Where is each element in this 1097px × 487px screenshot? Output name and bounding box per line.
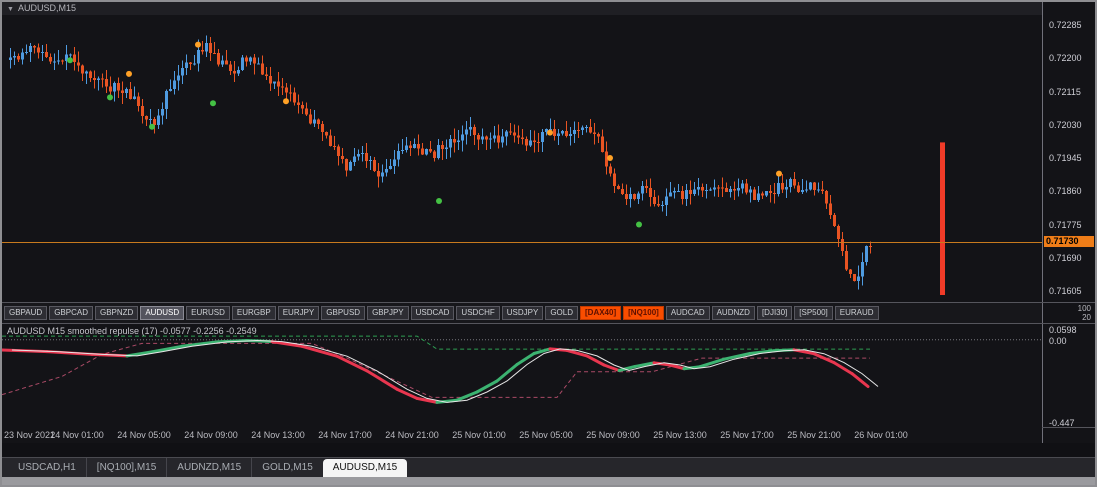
- time-axis-label: 25 Nov 09:00: [586, 430, 640, 440]
- chart-collapse-icon[interactable]: ▼: [7, 6, 14, 13]
- time-axis-label: 25 Nov 01:00: [452, 430, 506, 440]
- indicator-window: AUDUSD M15 smoothed repulse (17) -0.0577…: [2, 323, 1095, 428]
- indicator-title: AUDUSD M15 smoothed repulse (17) -0.0577…: [7, 326, 257, 336]
- chart-tab--nq100-m15[interactable]: [NQ100],M15: [85, 458, 166, 477]
- time-axis[interactable]: 23 Nov 2021 24 Nov 01:00 24 Nov 05:00 24 No…: [2, 427, 1095, 443]
- chart-content: ▼ AUDUSD,M15: [2, 2, 1042, 302]
- time-axis-label: 24 Nov 13:00: [251, 430, 305, 440]
- price-axis-label: 0.72285: [1049, 20, 1082, 30]
- scale-label-top: 100: [1077, 304, 1091, 313]
- indicator-axis[interactable]: 0.0598 0.00 -0.447: [1042, 324, 1095, 428]
- time-axis-label: 24 Nov 09:00: [184, 430, 238, 440]
- candlestick-canvas: [9, 35, 945, 295]
- symbol-button-gbpaud[interactable]: GBPAUD: [4, 306, 48, 320]
- chart-plot-area[interactable]: [2, 15, 1042, 302]
- symbol-button-usdjpy[interactable]: USDJPY: [501, 306, 544, 320]
- symbol-button-nq100[interactable]: [NQ100]: [623, 306, 664, 320]
- price-axis[interactable]: 0.72285 0.72200 0.72115 0.72030 0.71945 0.718…: [1042, 2, 1095, 302]
- indicator-canvas: [2, 335, 1042, 404]
- price-axis-label: 0.72030: [1049, 120, 1082, 130]
- price-axis-label: 0.71860: [1049, 186, 1082, 196]
- symbol-button-gbpusd[interactable]: GBPUSD: [321, 306, 366, 320]
- time-axis-label: 24 Nov 17:00: [318, 430, 372, 440]
- time-axis-label: 25 Nov 17:00: [720, 430, 774, 440]
- symbol-button-audnzd[interactable]: AUDNZD: [711, 306, 755, 320]
- symbol-button-sp500[interactable]: [SP500]: [794, 306, 833, 320]
- symbol-button-eurgbp[interactable]: EURGBP: [231, 306, 276, 320]
- current-price-line: [2, 242, 1042, 243]
- indicator-axis-label: 0.00: [1049, 336, 1067, 346]
- price-axis-label: 0.72200: [1049, 53, 1082, 63]
- symbol-button-euraud[interactable]: EURAUD: [834, 306, 879, 320]
- symbol-button-usdcad[interactable]: USDCAD: [410, 306, 455, 320]
- symbol-button-eurjpy[interactable]: EURJPY: [277, 306, 320, 320]
- symbol-button-gbpcad[interactable]: GBPCAD: [49, 306, 93, 320]
- chart-window: ▼ AUDUSD,M15 0.72285 0.72200 0.72115 0.72030…: [2, 2, 1095, 302]
- chart-tab-audusd-m15[interactable]: AUDUSD,M15: [322, 459, 408, 477]
- chart-tab-gold-m15[interactable]: GOLD,M15: [251, 458, 323, 477]
- symbol-button-dji30[interactable]: [DJI30]: [756, 306, 793, 320]
- indicator-axis-label: 0.0598: [1049, 325, 1077, 335]
- symbol-button-audcad[interactable]: AUDCAD: [665, 306, 710, 320]
- chart-titlebar: ▼ AUDUSD,M15: [2, 2, 1042, 15]
- price-axis-label: 0.71690: [1049, 253, 1082, 263]
- symbol-button-gold[interactable]: GOLD: [545, 306, 578, 320]
- window-spacer: [2, 443, 1095, 457]
- time-axis-label: 24 Nov 01:00: [50, 430, 104, 440]
- time-axis-corner: [1042, 428, 1095, 443]
- price-axis-label: 0.71605: [1049, 286, 1082, 296]
- current-price-tag: 0.71730: [1044, 236, 1094, 247]
- time-axis-label: 25 Nov 05:00: [519, 430, 573, 440]
- symbol-button-usdchf[interactable]: USDCHF: [456, 306, 500, 320]
- chart-tab-bar: USDCAD,H1 [NQ100],M15 AUDNZD,M15 GOLD,M15 AU…: [2, 457, 1095, 477]
- indicator-axis-label: -0.447: [1049, 418, 1075, 428]
- price-axis-label: 0.71775: [1049, 220, 1082, 230]
- window-frame-bottom: [2, 477, 1095, 485]
- symbol-button-dax40[interactable]: [DAX40]: [580, 306, 622, 320]
- symbol-button-eurusd[interactable]: EURUSD: [186, 306, 230, 320]
- symbol-button-gbpjpy[interactable]: GBPJPY: [367, 306, 409, 320]
- symbol-button-audusd[interactable]: AUDUSD: [140, 306, 185, 320]
- time-axis-label: 25 Nov 21:00: [787, 430, 841, 440]
- scale-label-bottom: 20: [1082, 313, 1091, 322]
- chart-tab-audnzd-m15[interactable]: AUDNZD,M15: [166, 458, 251, 477]
- time-axis-label: 24 Nov 05:00: [117, 430, 171, 440]
- symbol-ticker-row: GBPAUD GBPCAD GBPNZD AUDUSD EURUSD EURGBP EURJ…: [2, 302, 1095, 323]
- chart-tab-usdcad-h1[interactable]: USDCAD,H1: [18, 462, 76, 473]
- price-axis-label: 0.71945: [1049, 153, 1082, 163]
- symbol-buttons: GBPAUD GBPCAD GBPNZD AUDUSD EURUSD EURGBP EURJ…: [2, 303, 1042, 323]
- price-axis-label: 0.72115: [1049, 87, 1081, 97]
- symbol-button-gbpnzd[interactable]: GBPNZD: [95, 306, 139, 320]
- time-axis-label: 24 Nov 21:00: [385, 430, 439, 440]
- time-axis-labels: 23 Nov 2021 24 Nov 01:00 24 Nov 05:00 24 No…: [2, 428, 1042, 443]
- time-axis-label: 26 Nov 01:00: [854, 430, 908, 440]
- symbol-row-scale: 100 20: [1042, 303, 1095, 323]
- chart-title: AUDUSD,M15: [17, 3, 76, 13]
- indicator-plot-area[interactable]: AUDUSD M15 smoothed repulse (17) -0.0577…: [2, 324, 1042, 428]
- time-axis-label: 23 Nov 2021: [4, 430, 56, 440]
- time-axis-label: 25 Nov 13:00: [653, 430, 707, 440]
